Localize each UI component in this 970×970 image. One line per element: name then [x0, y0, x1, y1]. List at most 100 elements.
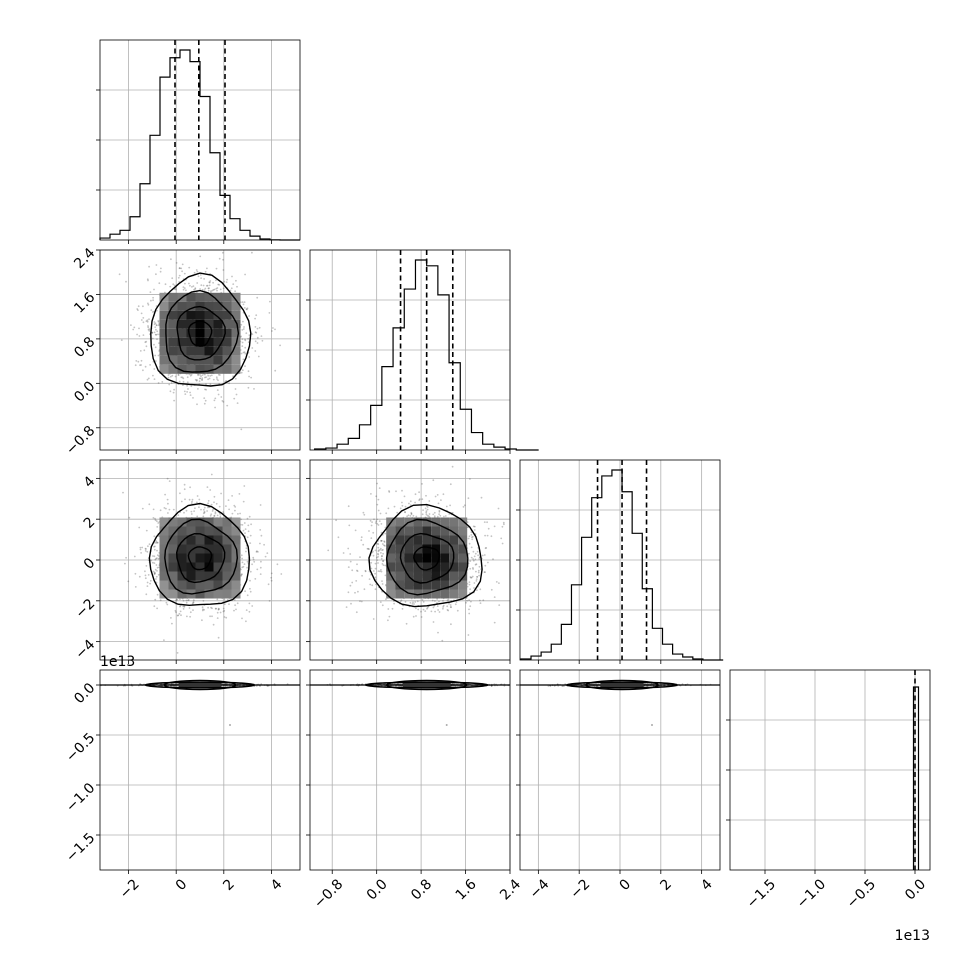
sample-point [197, 275, 200, 278]
sample-point [445, 505, 448, 508]
sample-point [268, 312, 271, 314]
sample-point [235, 608, 237, 611]
sample-point [254, 578, 257, 580]
density-cell [177, 535, 187, 545]
sample-point [243, 307, 246, 309]
sample-point [469, 560, 472, 562]
sample-point [216, 378, 218, 380]
sample-point [233, 397, 236, 400]
sample-point [222, 610, 225, 613]
density-cell [168, 589, 178, 599]
sample-point [209, 383, 212, 386]
sample-point [243, 326, 245, 328]
sample-point [195, 269, 198, 271]
sample-point [385, 512, 388, 515]
sample-point [436, 605, 439, 607]
sample-point [153, 331, 156, 334]
sample-point [231, 495, 234, 497]
sample-point [217, 636, 220, 639]
sample-point [200, 277, 203, 279]
sample-point [368, 578, 371, 580]
sample-point [232, 375, 235, 377]
sample-point [163, 507, 166, 509]
sample-point [225, 505, 227, 507]
sample-point [176, 598, 179, 601]
sample-point [148, 318, 150, 321]
density-cell [168, 364, 178, 374]
density-cell [222, 319, 232, 329]
density-cell [168, 553, 178, 563]
sample-point [167, 512, 169, 514]
sample-point [160, 215, 162, 217]
sample-point [417, 608, 420, 611]
sample-point [448, 602, 450, 605]
sample-point [206, 510, 209, 512]
sample-point [208, 377, 211, 380]
sample-point [264, 555, 267, 558]
sample-point [244, 339, 247, 342]
sample-point [221, 400, 224, 402]
sample-point [170, 382, 173, 384]
sample-point [164, 283, 167, 286]
sample-point [226, 278, 229, 281]
sample-point [154, 517, 156, 520]
density-cell [177, 517, 187, 527]
sample-point [157, 319, 160, 322]
sample-point [446, 605, 449, 608]
sample-point [384, 574, 387, 577]
sample-point [192, 601, 195, 604]
density-cell [231, 346, 241, 356]
density-cell [222, 571, 232, 581]
sample-point [493, 621, 496, 624]
sample-point [203, 510, 206, 513]
sample-point [169, 390, 172, 393]
density-cell [204, 346, 214, 356]
sample-point [441, 639, 444, 642]
density-cell [204, 355, 214, 365]
sample-point [142, 317, 145, 319]
sample-point [144, 550, 147, 552]
sample-point [382, 549, 384, 551]
sample-point [246, 308, 248, 311]
sample-point [432, 513, 435, 516]
sample-point [372, 618, 375, 620]
sample-point [145, 548, 147, 550]
sample-point [251, 605, 254, 607]
sample-point [412, 615, 415, 618]
sample-point [468, 599, 470, 602]
sample-point [385, 598, 387, 601]
density-cell [204, 526, 214, 536]
sample-point [280, 573, 283, 575]
density-cell [177, 562, 187, 572]
sample-point [175, 599, 177, 602]
density-cell [168, 319, 178, 329]
sample-point [474, 558, 477, 561]
sample-point [259, 542, 261, 545]
sample-point [240, 554, 243, 557]
sample-point [182, 599, 185, 602]
sample-point [374, 588, 377, 591]
sample-point [187, 599, 189, 602]
sample-point [216, 514, 219, 517]
sample-point [207, 378, 210, 381]
sample-point [415, 615, 417, 617]
sample-point [139, 350, 142, 352]
density-cell [177, 589, 187, 599]
sample-point [469, 588, 471, 591]
density-cell [177, 571, 187, 581]
sample-point [240, 573, 243, 576]
density-cell [186, 328, 196, 338]
sample-point [155, 578, 157, 580]
sample-point [470, 600, 472, 603]
sample-point [204, 287, 207, 290]
density-cell [195, 292, 205, 302]
sample-point [473, 555, 476, 558]
sample-point [486, 521, 488, 524]
sample-point [216, 287, 219, 289]
sample-point [377, 498, 380, 501]
sample-point [203, 402, 206, 405]
sample-point [375, 583, 377, 586]
sample-point [247, 386, 250, 389]
sample-point [153, 548, 156, 551]
sample-point [125, 280, 127, 283]
